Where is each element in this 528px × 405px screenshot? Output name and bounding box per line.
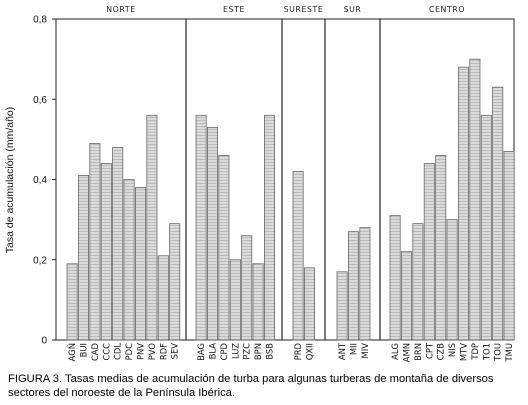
x-tick-label: BPN <box>253 343 263 360</box>
bar <box>400 251 412 341</box>
x-tick-labels: AGÑ BUI CAD CCC CDL PDC PNV PVO RDF SEV BAG BLA CPD L… <box>67 342 514 362</box>
bar <box>446 219 458 341</box>
x-tick-label: PZC <box>242 343 252 360</box>
bar <box>134 187 146 341</box>
bar-chart: 0 0,2 0,4 0,6 0,8 Tasa de acumulación (mm/añ… <box>4 5 515 362</box>
group-label: NORTE <box>106 5 136 14</box>
x-tick-label: PRD <box>293 343 303 360</box>
bar <box>292 171 304 341</box>
bar <box>457 66 469 341</box>
bar <box>263 114 275 341</box>
x-tick-label: QXII <box>305 343 315 360</box>
x-tick-label: LUZ <box>230 343 240 359</box>
bar <box>336 271 348 341</box>
bar <box>66 263 78 341</box>
x-tick-label: CPT <box>424 342 434 359</box>
bar <box>157 255 169 341</box>
bar <box>195 114 207 341</box>
x-tick-label: BUI <box>79 343 89 357</box>
bar <box>469 58 481 341</box>
x-tick-label: BLA <box>208 343 218 360</box>
group-label: ESTE <box>223 5 245 14</box>
x-tick-label: CCC <box>101 343 111 361</box>
x-tick-label: CDL <box>113 343 123 360</box>
bar <box>252 263 264 341</box>
bar <box>229 259 241 341</box>
bar <box>347 231 359 341</box>
y-tick-label: 0,2 <box>33 255 47 266</box>
bar <box>423 163 435 341</box>
x-tick-label: AMN <box>402 343 412 362</box>
x-tick-label: TO1 <box>481 343 491 361</box>
bar <box>169 223 181 341</box>
group-label: SUR <box>344 5 362 14</box>
x-tick-label: BRN <box>413 343 423 361</box>
group-labels: NORTE ESTE SURESTE SUR CENTRO <box>106 5 465 14</box>
x-tick-label: ALG <box>390 343 400 360</box>
bar <box>112 146 124 341</box>
y-tick-label: 0 <box>41 336 47 347</box>
group-label: CENTRO <box>429 5 465 14</box>
bar <box>146 114 158 341</box>
x-tick-label: PVO <box>147 343 157 361</box>
bar <box>89 142 101 341</box>
x-tick-label: SEV <box>170 343 180 360</box>
bar <box>480 114 492 341</box>
group-dividers <box>185 19 381 340</box>
group-label: SURESTE <box>284 5 324 14</box>
y-tick-label: 0,8 <box>33 15 47 26</box>
x-tick-label: MII <box>349 343 359 355</box>
bar <box>241 235 253 341</box>
x-tick-label: AGÑ <box>67 343 77 361</box>
x-tick-label: CPD <box>219 343 229 360</box>
y-tick-label: 0,6 <box>33 95 47 106</box>
x-tick-label: CZB <box>436 343 446 361</box>
bar <box>389 215 401 341</box>
bar <box>503 151 515 341</box>
x-tick-label: BAG <box>196 343 206 361</box>
x-tick-label: BSB <box>265 343 275 360</box>
x-tick-label: RDF <box>158 343 168 360</box>
x-tick-label: CAD <box>90 343 100 361</box>
y-axis-label: Tasa de acumulación (mm/año) <box>4 107 16 253</box>
x-tick-label: NIS <box>447 343 457 357</box>
bar <box>100 163 112 341</box>
bar <box>359 227 371 341</box>
x-tick-label: TDP <box>470 343 480 361</box>
bar <box>412 223 424 341</box>
bars <box>66 58 515 341</box>
bar <box>206 126 218 341</box>
x-tick-label: ANT <box>337 342 347 360</box>
x-tick-label: TOU <box>493 343 503 362</box>
bar <box>492 86 504 341</box>
x-tick-label: PDC <box>124 343 134 360</box>
bar <box>78 175 90 341</box>
bar <box>218 155 230 341</box>
x-tick-label: PNV <box>136 343 146 360</box>
x-tick-label: MTV <box>459 343 469 361</box>
bar <box>303 267 315 341</box>
bar <box>435 155 447 341</box>
x-tick-label: TMU <box>504 343 514 362</box>
y-axis: 0 0,2 0,4 0,6 0,8 <box>33 15 56 347</box>
x-tick-label: MIV <box>360 343 370 359</box>
y-tick-label: 0,4 <box>33 175 47 186</box>
bar <box>123 179 135 341</box>
figure-caption: FIGURA 3. Tasas medias de acumulación de… <box>8 373 494 399</box>
